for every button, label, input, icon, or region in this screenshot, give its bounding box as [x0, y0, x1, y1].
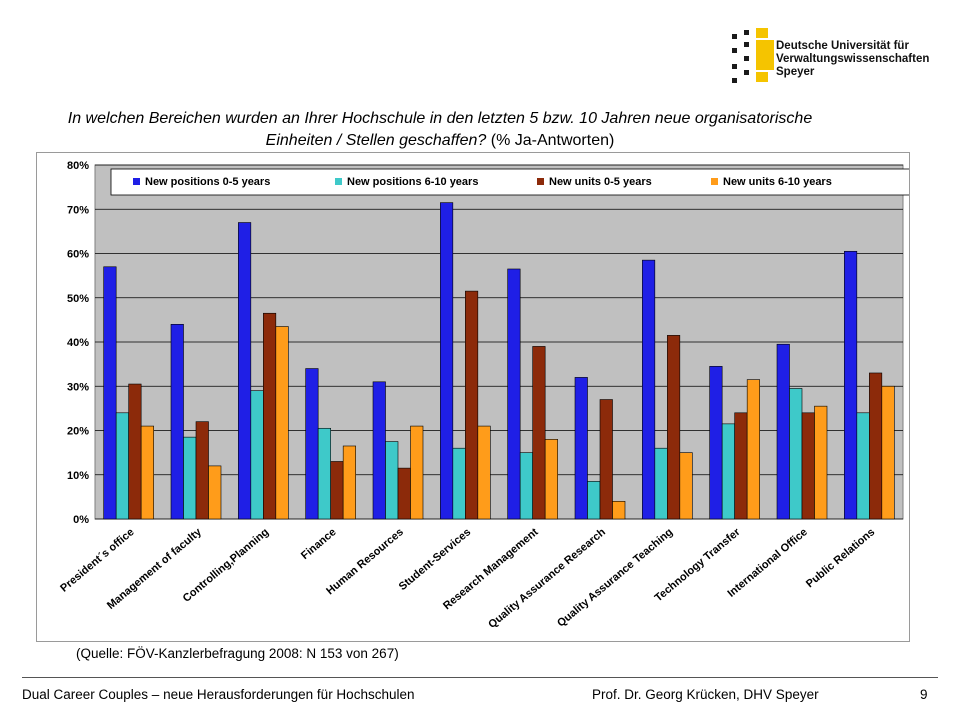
y-tick-label: 0% [73, 514, 89, 526]
bar-series-2-cat-9 [734, 412, 748, 520]
logo-dot [744, 70, 749, 75]
bar-series-0-cat-6 [507, 268, 521, 520]
bar-series-1-cat-1 [183, 436, 197, 520]
logo-dot [732, 34, 737, 39]
slide-title-question: In welchen Bereichen wurden an Ihrer Hoc… [67, 110, 813, 149]
bar-series-2-cat-3 [330, 461, 344, 520]
logo-dot [744, 42, 749, 47]
y-tick-label: 70% [67, 204, 89, 216]
bar-series-2-cat-1 [195, 421, 209, 520]
bar-chart: 0% 10% 20% 30% 40% 50% 60% 70% 80% President´s of… [58, 160, 909, 631]
legend-label: New positions 0-5 years [145, 176, 270, 188]
bar-series-3-cat-7 [612, 500, 626, 520]
bar-series-0-cat-8 [642, 259, 656, 520]
bar-series-1-cat-10 [789, 388, 803, 520]
slide-title: In welchen Bereichen wurden an Ihrer Hoc… [40, 108, 840, 152]
x-category-label: Student-Services [397, 526, 474, 593]
logo-dot [732, 78, 737, 83]
bar-series-1-cat-7 [587, 481, 601, 520]
x-category-label: Finance [299, 526, 339, 562]
bar-series-0-cat-0 [103, 266, 117, 520]
university-logo [732, 28, 774, 83]
y-tick-label: 10% [67, 470, 89, 482]
y-tick-label: 30% [67, 381, 89, 393]
bar-series-0-cat-11 [844, 250, 858, 520]
bar-series-0-cat-10 [776, 343, 790, 520]
source-note: (Quelle: FÖV-Kanzlerbefragung 2008: N 15… [76, 646, 399, 661]
legend-swatch [133, 178, 140, 185]
y-tick-label: 50% [67, 293, 89, 305]
x-category-label: President´s office [58, 526, 136, 595]
bar-series-0-cat-4 [372, 381, 386, 520]
bar-series-2-cat-2 [263, 312, 277, 520]
y-tick-label: 60% [67, 249, 89, 261]
slide-title-suffix: (% Ja-Antworten) [490, 132, 615, 149]
legend-label: New units 6-10 years [723, 176, 832, 188]
legend-swatch [335, 178, 342, 185]
bar-series-2-cat-6 [532, 346, 546, 520]
bar-series-2-cat-4 [397, 467, 411, 520]
legend-swatch [711, 178, 718, 185]
y-tick-label: 40% [67, 337, 89, 349]
bar-series-1-cat-0 [115, 412, 129, 520]
bar-series-3-cat-2 [275, 326, 289, 520]
bar-series-0-cat-7 [574, 377, 588, 520]
bar-series-1-cat-6 [519, 452, 533, 520]
bar-series-0-cat-2 [238, 222, 252, 520]
bar-series-1-cat-5 [452, 447, 466, 520]
bar-series-1-cat-4 [385, 441, 399, 520]
bar-series-3-cat-10 [814, 405, 828, 520]
bar-series-3-cat-9 [746, 379, 760, 520]
university-name-line-1: Deutsche Universität für [776, 40, 909, 52]
bar-series-1-cat-8 [654, 447, 668, 520]
bar-series-3-cat-6 [544, 439, 558, 520]
x-category-label: Public Relations [804, 526, 877, 590]
bar-series-1-cat-2 [250, 390, 264, 520]
bar-series-2-cat-7 [599, 399, 613, 520]
logo-block-top [756, 28, 768, 38]
footer-author: Prof. Dr. Georg Krücken, DHV Speyer [592, 687, 819, 702]
bar-series-0-cat-5 [440, 202, 454, 520]
legend-label: New positions 6-10 years [347, 176, 478, 188]
bar-series-1-cat-3 [317, 427, 331, 520]
logo-dot [732, 64, 737, 69]
footer-divider [22, 677, 938, 678]
y-tick-label: 80% [67, 160, 89, 172]
bar-series-2-cat-0 [128, 383, 142, 520]
bar-series-3-cat-5 [477, 425, 491, 520]
university-name: Deutsche Universität für Verwaltungswiss… [776, 40, 929, 79]
x-category-label: Quality Assurance Teaching [555, 526, 675, 630]
page-number: 9 [920, 687, 928, 702]
bar-series-3-cat-3 [342, 445, 356, 520]
bar-series-2-cat-11 [869, 372, 883, 520]
bar-series-0-cat-1 [170, 324, 184, 520]
footer-presentation-title: Dual Career Couples – neue Herausforderu… [22, 687, 415, 702]
bar-series-3-cat-1 [208, 465, 222, 520]
y-tick-label: 20% [67, 426, 89, 438]
logo-dot [744, 30, 749, 35]
bar-series-3-cat-4 [410, 425, 424, 520]
bar-series-0-cat-3 [305, 368, 319, 520]
legend-label: New units 0-5 years [549, 176, 652, 188]
logo-dot [732, 48, 737, 53]
bar-series-0-cat-9 [709, 366, 723, 520]
logo-block-bottom [756, 72, 768, 82]
logo-dot [744, 56, 749, 61]
bar-series-3-cat-8 [679, 452, 693, 520]
legend-swatch [537, 178, 544, 185]
bar-series-3-cat-0 [140, 425, 154, 520]
university-name-line-3: Speyer [776, 66, 815, 78]
bar-series-1-cat-9 [721, 423, 735, 520]
bar-series-2-cat-10 [801, 412, 815, 520]
bar-series-2-cat-5 [465, 290, 479, 520]
university-name-line-2: Verwaltungswissenschaften [776, 53, 930, 65]
bar-series-2-cat-8 [667, 335, 681, 520]
logo-block-main [756, 40, 774, 70]
bar-series-1-cat-11 [856, 412, 870, 520]
legend [110, 168, 909, 196]
bar-series-3-cat-11 [881, 385, 895, 520]
x-category-label: Quality Assurance Research [486, 526, 608, 631]
chart-frame: 0% 10% 20% 30% 40% 50% 60% 70% 80% President´s of… [36, 152, 910, 642]
